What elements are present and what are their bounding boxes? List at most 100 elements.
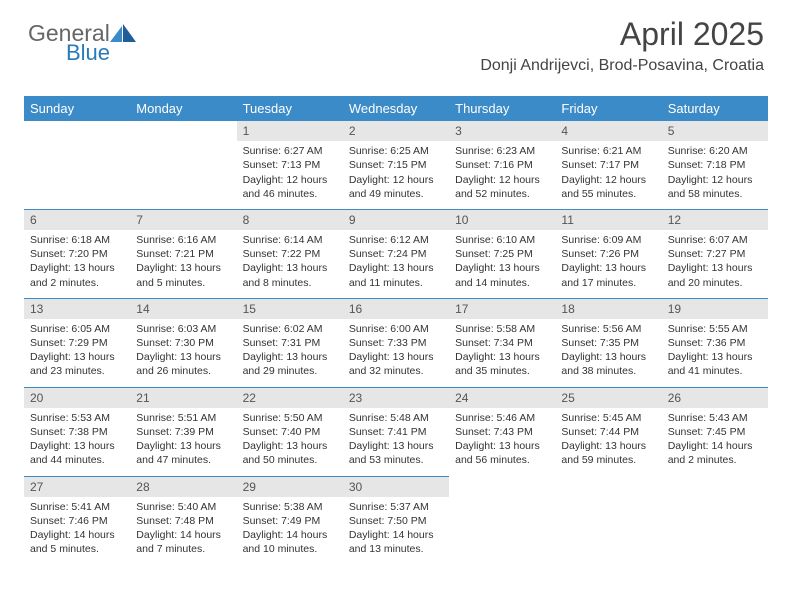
day-number: 10 — [449, 210, 555, 230]
title-block: April 2025 Donji Andrijevci, Brod-Posavi… — [480, 16, 764, 75]
sunrise-line: Sunrise: 6:02 AM — [243, 322, 337, 336]
calendar-day-cell: 29Sunrise: 5:38 AMSunset: 7:49 PMDayligh… — [237, 476, 343, 564]
weekday-header: Friday — [555, 96, 661, 121]
sunrise-line: Sunrise: 5:58 AM — [455, 322, 549, 336]
sunset-line: Sunset: 7:25 PM — [455, 247, 549, 261]
sunrise-line: Sunrise: 5:45 AM — [561, 411, 655, 425]
sunrise-line: Sunrise: 6:12 AM — [349, 233, 443, 247]
day-details: Sunrise: 5:38 AMSunset: 7:49 PMDaylight:… — [237, 497, 343, 565]
weekday-header: Wednesday — [343, 96, 449, 121]
calendar-day-cell: 17Sunrise: 5:58 AMSunset: 7:34 PMDayligh… — [449, 298, 555, 387]
sunrise-line: Sunrise: 6:07 AM — [668, 233, 762, 247]
day-number: 9 — [343, 210, 449, 230]
day-number: 26 — [662, 388, 768, 408]
daylight-line: Daylight: 12 hours and 46 minutes. — [243, 173, 337, 201]
calendar-day-cell: 30Sunrise: 5:37 AMSunset: 7:50 PMDayligh… — [343, 476, 449, 564]
sunrise-line: Sunrise: 6:27 AM — [243, 144, 337, 158]
day-details: Sunrise: 6:16 AMSunset: 7:21 PMDaylight:… — [130, 230, 236, 298]
day-details: Sunrise: 5:37 AMSunset: 7:50 PMDaylight:… — [343, 497, 449, 565]
sunrise-line: Sunrise: 6:16 AM — [136, 233, 230, 247]
day-number: 6 — [24, 210, 130, 230]
day-number: 11 — [555, 210, 661, 230]
calendar-day-cell: . — [24, 121, 130, 209]
sunset-line: Sunset: 7:35 PM — [561, 336, 655, 350]
daylight-line: Daylight: 13 hours and 53 minutes. — [349, 439, 443, 467]
day-details: Sunrise: 6:27 AMSunset: 7:13 PMDaylight:… — [237, 141, 343, 209]
sunrise-line: Sunrise: 6:14 AM — [243, 233, 337, 247]
sunset-line: Sunset: 7:27 PM — [668, 247, 762, 261]
day-number: 28 — [130, 477, 236, 497]
sunset-line: Sunset: 7:43 PM — [455, 425, 549, 439]
calendar-day-cell: 23 Sunrise: 5:48 AMSunset: 7:41 PMDayligh… — [343, 387, 449, 476]
brand-triangle-icon — [110, 24, 138, 49]
day-number: 18 — [555, 299, 661, 319]
day-number: 25 — [555, 388, 661, 408]
calendar-day-cell: 14Sunrise: 6:03 AMSunset: 7:30 PMDayligh… — [130, 298, 236, 387]
weekday-header: Sunday — [24, 96, 130, 121]
sunrise-line: Sunrise: 6:05 AM — [30, 322, 124, 336]
calendar-day-cell: 12Sunrise: 6:07 AMSunset: 7:27 PMDayligh… — [662, 209, 768, 298]
sunrise-line: Sunrise: 6:21 AM — [561, 144, 655, 158]
calendar-day-cell: 26Sunrise: 5:43 AMSunset: 7:45 PMDayligh… — [662, 387, 768, 476]
day-details: Sunrise: 5:50 AMSunset: 7:40 PMDaylight:… — [237, 408, 343, 476]
sunrise-line: Sunrise: 6:20 AM — [668, 144, 762, 158]
daylight-line: Daylight: 14 hours and 13 minutes. — [349, 528, 443, 556]
calendar-day-cell: 13Sunrise: 6:05 AMSunset: 7:29 PMDayligh… — [24, 298, 130, 387]
calendar-day-cell: 7Sunrise: 6:16 AMSunset: 7:21 PMDaylight… — [130, 209, 236, 298]
day-details: Sunrise: 5:43 AMSunset: 7:45 PMDaylight:… — [662, 408, 768, 476]
sunset-line: Sunset: 7:44 PM — [561, 425, 655, 439]
sunset-line: Sunset: 7:49 PM — [243, 514, 337, 528]
calendar-day-cell: 22Sunrise: 5:50 AMSunset: 7:40 PMDayligh… — [237, 387, 343, 476]
calendar-week-row: 20Sunrise: 5:53 AMSunset: 7:38 PMDayligh… — [24, 387, 768, 476]
sunrise-line: Sunrise: 5:50 AM — [243, 411, 337, 425]
sunrise-line: Sunrise: 5:48 AM — [349, 411, 443, 425]
sunset-line: Sunset: 7:22 PM — [243, 247, 337, 261]
sunrise-line: Sunrise: 6:00 AM — [349, 322, 443, 336]
calendar-day-cell: 24Sunrise: 5:46 AMSunset: 7:43 PMDayligh… — [449, 387, 555, 476]
calendar-day-cell: 2Sunrise: 6:25 AMSunset: 7:15 PMDaylight… — [343, 121, 449, 209]
daylight-line: Daylight: 14 hours and 5 minutes. — [30, 528, 124, 556]
daylight-line: Daylight: 13 hours and 2 minutes. — [30, 261, 124, 289]
calendar-day-cell: 25Sunrise: 5:45 AMSunset: 7:44 PMDayligh… — [555, 387, 661, 476]
calendar-day-cell: 16Sunrise: 6:00 AMSunset: 7:33 PMDayligh… — [343, 298, 449, 387]
location-subtitle: Donji Andrijevci, Brod-Posavina, Croatia — [480, 57, 764, 75]
weekday-header-row: Sunday Monday Tuesday Wednesday Thursday… — [24, 96, 768, 121]
daylight-line: Daylight: 13 hours and 5 minutes. — [136, 261, 230, 289]
sunset-line: Sunset: 7:45 PM — [668, 425, 762, 439]
sunrise-line: Sunrise: 5:43 AM — [668, 411, 762, 425]
day-number: 7 — [130, 210, 236, 230]
sunset-line: Sunset: 7:33 PM — [349, 336, 443, 350]
day-number: 12 — [662, 210, 768, 230]
calendar-week-row: 13Sunrise: 6:05 AMSunset: 7:29 PMDayligh… — [24, 298, 768, 387]
daylight-line: Daylight: 13 hours and 29 minutes. — [243, 350, 337, 378]
weekday-header: Saturday — [662, 96, 768, 121]
calendar-day-cell: . — [555, 476, 661, 564]
sunset-line: Sunset: 7:34 PM — [455, 336, 549, 350]
sunset-line: Sunset: 7:13 PM — [243, 158, 337, 172]
daylight-line: Daylight: 12 hours and 52 minutes. — [455, 173, 549, 201]
sunset-line: Sunset: 7:17 PM — [561, 158, 655, 172]
calendar-day-cell: 27Sunrise: 5:41 AMSunset: 7:46 PMDayligh… — [24, 476, 130, 564]
day-details: Sunrise: 5:55 AMSunset: 7:36 PMDaylight:… — [662, 319, 768, 387]
sunrise-line: Sunrise: 5:55 AM — [668, 322, 762, 336]
daylight-line: Daylight: 13 hours and 41 minutes. — [668, 350, 762, 378]
day-details: Sunrise: 6:05 AMSunset: 7:29 PMDaylight:… — [24, 319, 130, 387]
day-number: 5 — [662, 121, 768, 141]
daylight-line: Daylight: 13 hours and 35 minutes. — [455, 350, 549, 378]
sunset-line: Sunset: 7:50 PM — [349, 514, 443, 528]
sunset-line: Sunset: 7:41 PM — [349, 425, 443, 439]
day-details: Sunrise: 5:45 AMSunset: 7:44 PMDaylight:… — [555, 408, 661, 476]
daylight-line: Daylight: 13 hours and 50 minutes. — [243, 439, 337, 467]
daylight-line: Daylight: 12 hours and 58 minutes. — [668, 173, 762, 201]
sunset-line: Sunset: 7:26 PM — [561, 247, 655, 261]
day-number: 13 — [24, 299, 130, 319]
calendar-day-cell: 19Sunrise: 5:55 AMSunset: 7:36 PMDayligh… — [662, 298, 768, 387]
calendar-week-row: 6Sunrise: 6:18 AMSunset: 7:20 PMDaylight… — [24, 209, 768, 298]
daylight-line: Daylight: 12 hours and 49 minutes. — [349, 173, 443, 201]
brand-text-blue: Blue — [66, 40, 110, 66]
sunset-line: Sunset: 7:21 PM — [136, 247, 230, 261]
brand-logo: General Blue — [28, 20, 110, 47]
calendar-week-row: 27Sunrise: 5:41 AMSunset: 7:46 PMDayligh… — [24, 476, 768, 564]
day-number: 23 — [343, 388, 449, 408]
day-details: Sunrise: 5:58 AMSunset: 7:34 PMDaylight:… — [449, 319, 555, 387]
